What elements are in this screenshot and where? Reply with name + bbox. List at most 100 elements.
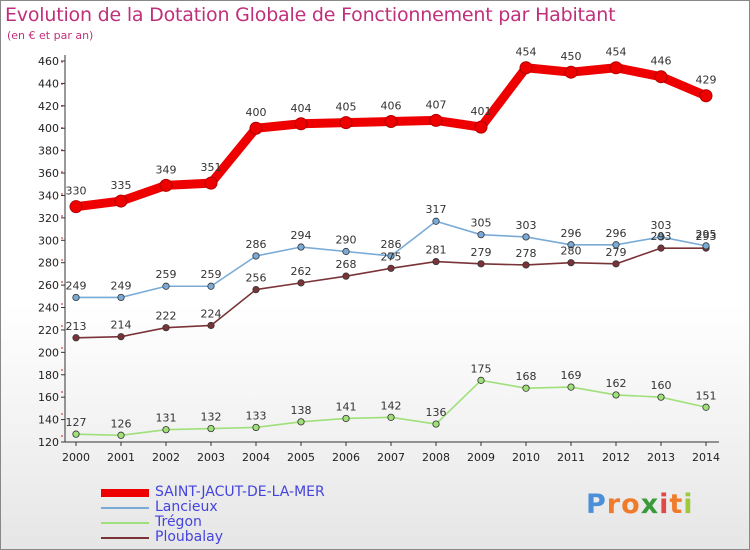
data-label: 400 [246,106,267,119]
x-tick-label: 2011 [557,451,585,464]
data-label: 249 [66,279,87,292]
legend-swatch [101,507,149,509]
data-label: 407 [426,98,447,111]
data-label: 249 [111,279,132,292]
data-label: 278 [516,247,537,260]
data-point [567,383,575,391]
data-point [657,393,665,401]
y-tick-label: 160 [38,391,59,404]
data-label: 142 [381,399,402,412]
data-point [252,423,260,432]
data-point [72,430,80,438]
chart-subtitle: (en € et par an) [7,29,94,42]
data-label: 224 [201,307,222,320]
data-label: 454 [606,46,627,59]
x-tick-label: 2012 [602,451,630,464]
x-tick-label: 2006 [332,451,360,464]
data-label: 303 [651,219,672,232]
data-label: 213 [66,320,87,333]
x-tick-label: 2014 [692,451,720,464]
data-label: 305 [471,217,492,230]
data-point [519,61,533,75]
x-tick-label: 2003 [197,451,225,464]
data-label: 290 [336,234,357,247]
data-label: 133 [246,409,267,422]
legend-swatch [101,489,149,497]
data-point [609,61,623,75]
data-point [657,233,665,241]
data-label: 132 [201,411,222,424]
axes: 120 140 160 180 200 220 240 260 280 300 320 340 360 3… [38,55,720,464]
data-label: 349 [156,163,177,176]
legend-label: Trégon [155,514,202,530]
data-label: 136 [426,406,447,419]
x-tick-label: 2001 [107,451,135,464]
data-point [429,113,443,127]
logo-letter: i [659,489,670,520]
data-label: 317 [426,203,447,216]
x-tick-label: 2009 [467,451,495,464]
y-tick-label: 220 [38,324,59,337]
data-label: 275 [381,250,402,263]
data-point [339,116,353,130]
data-label: 222 [156,310,177,323]
data-point [432,420,440,428]
data-point [162,282,170,290]
data-point [159,178,173,192]
data-point [612,260,620,268]
data-label: 280 [561,245,582,258]
data-label: 286 [381,238,402,251]
data-point [72,334,80,342]
y-tick-label: 200 [38,346,59,359]
data-label: 406 [381,100,402,113]
data-point [72,293,80,302]
data-label: 268 [336,258,357,271]
data-point [249,121,263,135]
y-tick-label: 260 [38,279,59,292]
data-label: 335 [111,179,132,192]
y-tick-label: 460 [38,55,59,68]
data-label: 262 [291,265,312,278]
data-point [162,324,170,332]
x-tick-label: 2008 [422,451,450,464]
data-labels: 330 335 349 351 400 404 405 406 407 401 454 450 454 4… [66,46,717,431]
data-label: 141 [336,400,357,413]
data-label: 169 [561,369,582,382]
y-tick-label: 280 [38,257,59,270]
y-tick-label: 420 [38,100,59,113]
data-point [252,252,260,260]
data-label: 175 [471,362,492,375]
data-label: 259 [201,268,222,281]
data-label: 296 [606,227,627,240]
x-tick-label: 2007 [377,451,405,464]
data-label: 138 [291,404,312,417]
proxiti-logo: Proxiti [586,489,694,520]
data-label: 405 [336,101,357,114]
data-point [342,272,350,280]
data-label: 401 [471,105,492,118]
y-tick-label: 240 [38,302,59,315]
legend-label: SAINT-JACUT-DE-LA-MER [155,484,325,500]
data-label: 279 [606,246,627,259]
data-point [567,259,575,267]
x-tick-label: 2013 [647,451,675,464]
data-label: 214 [111,319,132,332]
data-label: 259 [156,268,177,281]
logo-letter: o [621,489,641,520]
data-point [477,260,485,268]
legend-swatch [101,522,149,524]
x-tick-label: 2000 [62,451,90,464]
data-point [387,413,395,421]
data-label: 429 [696,74,717,87]
data-point [162,426,170,434]
y-tick-label: 180 [38,369,59,382]
data-label: 293 [696,230,717,243]
data-label: 286 [246,238,267,251]
logo-letter: t [669,489,684,520]
data-point [342,414,350,423]
data-point [384,115,398,129]
data-label: 454 [516,46,537,59]
data-label: 131 [156,412,177,425]
